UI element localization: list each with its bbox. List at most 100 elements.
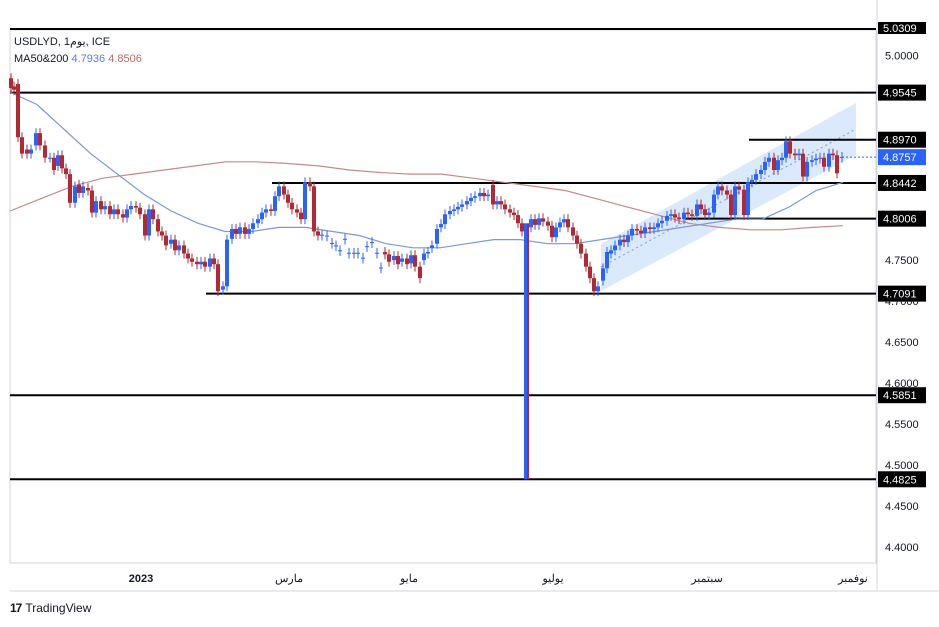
candle-down <box>690 214 694 216</box>
x-tick-label: نوفمبر <box>837 573 868 585</box>
candle-down <box>413 255 417 267</box>
candle-down <box>592 278 596 292</box>
spike-candle-down <box>527 223 529 480</box>
candle-up <box>129 206 133 210</box>
channel-midline <box>600 128 857 268</box>
tradingview-brand[interactable]: 17 TradingView <box>10 601 91 615</box>
candle-down <box>138 207 142 215</box>
level-price-tag <box>878 387 926 404</box>
level-price-label: 4.8970 <box>883 135 917 147</box>
candle-down <box>648 227 652 229</box>
top-level-tag <box>878 22 926 34</box>
x-tick-label: مارس <box>275 573 303 585</box>
candle-down <box>16 83 20 138</box>
candle-up <box>347 252 351 254</box>
candle-up <box>352 252 356 254</box>
candle-up <box>426 251 430 254</box>
candle-up <box>221 286 225 290</box>
candle-down <box>499 201 503 205</box>
candle-down <box>512 212 516 216</box>
candle-up <box>208 258 212 267</box>
candle-down <box>195 261 199 265</box>
candle-down <box>173 239 177 251</box>
candle-up <box>630 228 634 236</box>
level-price-label: 4.8006 <box>883 214 917 226</box>
ma200-line <box>9 161 844 231</box>
candle-down <box>151 209 155 220</box>
candle-up <box>495 201 499 205</box>
level-price-tag <box>878 285 926 302</box>
candle-down <box>742 189 746 216</box>
current-price-tag[interactable] <box>878 149 926 166</box>
candle-down <box>99 201 103 210</box>
candle-down <box>720 186 724 191</box>
candle-up <box>754 174 758 180</box>
current-price-label: 4.8757 <box>883 152 917 164</box>
candle-down <box>725 190 729 195</box>
candle-up <box>264 209 268 213</box>
candle-down <box>622 239 626 243</box>
candle-down <box>121 214 125 218</box>
candle-down <box>575 235 579 244</box>
candle-up <box>256 219 260 224</box>
candle-up <box>682 212 686 220</box>
candle-down <box>12 86 16 90</box>
candle-down <box>503 204 507 210</box>
candle-up <box>435 228 439 244</box>
candle-up <box>448 210 452 215</box>
candle-down <box>52 157 56 171</box>
candle-up <box>707 212 711 216</box>
candle-down <box>243 227 247 234</box>
level-price-label: 4.8442 <box>883 178 917 190</box>
plot-area[interactable] <box>9 29 877 564</box>
candle-down <box>295 209 299 213</box>
candle-up <box>609 250 613 254</box>
candle-up <box>818 157 822 159</box>
candle-down <box>639 230 643 234</box>
candle-down <box>635 228 639 231</box>
candle-up <box>169 239 173 244</box>
ma-label: MA50&200 <box>14 53 69 65</box>
candle-down <box>387 254 391 262</box>
y-tick-label: 5.0000 <box>885 50 919 62</box>
candle-down <box>43 145 47 158</box>
candle-up <box>330 242 334 244</box>
candle-up <box>443 214 447 225</box>
candle-down <box>282 186 286 195</box>
candle-down <box>68 174 72 203</box>
candle-down <box>677 217 681 220</box>
candle-down <box>566 219 570 228</box>
candle-up <box>596 286 600 292</box>
candle-up <box>776 160 780 171</box>
ma-slow-value: 4.8506 <box>108 53 142 65</box>
candle-down <box>546 221 550 226</box>
candle-down <box>299 212 303 220</box>
level-price-tag <box>878 131 926 148</box>
candle-up <box>784 141 788 158</box>
candle-down <box>584 253 588 267</box>
candle-up <box>665 215 669 221</box>
candle-up <box>422 253 426 261</box>
top-level-label: 5.0309 <box>883 23 917 35</box>
candle-up <box>225 239 229 287</box>
symbol-line: USDLYD, 1يوم, ICE <box>14 36 111 48</box>
candle-up <box>409 255 413 264</box>
candle-down <box>541 218 545 222</box>
ma-fast-value: 4.7936 <box>71 53 106 65</box>
candle-up <box>716 186 720 195</box>
candle-down <box>160 231 164 236</box>
x-tick-label: يوليو <box>541 573 563 585</box>
level-price-label: 4.4825 <box>883 474 917 486</box>
tradingview-logo-icon: 17 <box>10 601 22 615</box>
candle-up <box>652 227 656 229</box>
candle-down <box>793 153 797 156</box>
candle-down <box>482 192 486 197</box>
candle-down <box>383 251 387 255</box>
candle-up <box>303 182 307 220</box>
candle-down <box>579 243 583 254</box>
candle-up <box>430 245 434 248</box>
candle-down <box>588 266 592 279</box>
brand-name: TradingView <box>25 601 92 615</box>
